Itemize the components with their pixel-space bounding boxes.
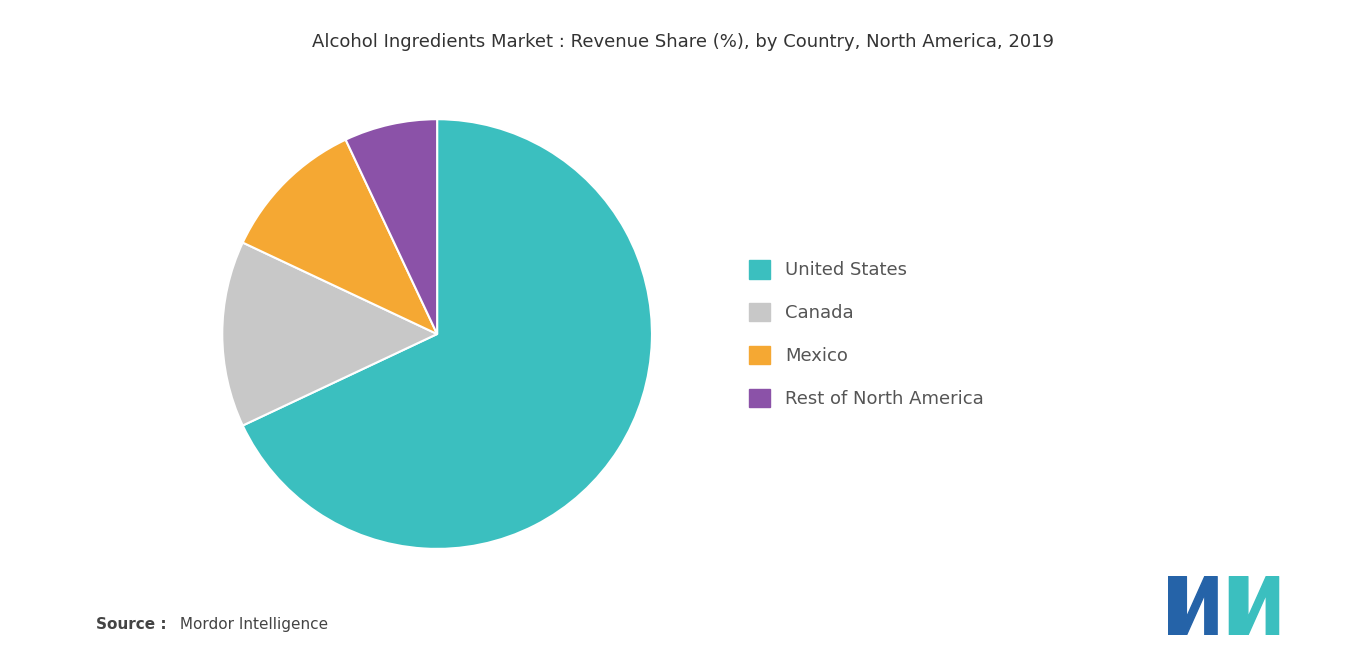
Text: Source :: Source : [96, 617, 167, 632]
Text: Alcohol Ingredients Market : Revenue Share (%), by Country, North America, 2019: Alcohol Ingredients Market : Revenue Sha… [311, 33, 1055, 50]
Wedge shape [243, 140, 437, 334]
Wedge shape [223, 242, 437, 426]
Wedge shape [243, 119, 652, 549]
Legend: United States, Canada, Mexico, Rest of North America: United States, Canada, Mexico, Rest of N… [742, 253, 990, 415]
Polygon shape [1229, 576, 1279, 635]
Text: Mordor Intelligence: Mordor Intelligence [175, 617, 328, 632]
Polygon shape [1168, 576, 1217, 635]
Wedge shape [346, 119, 437, 334]
